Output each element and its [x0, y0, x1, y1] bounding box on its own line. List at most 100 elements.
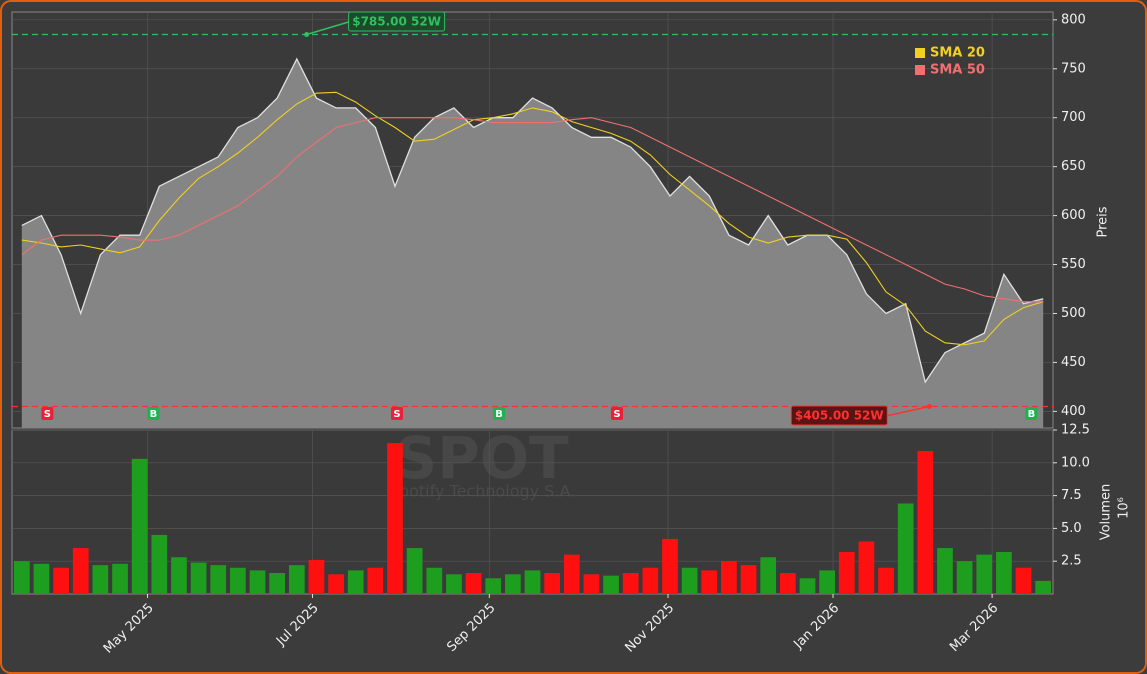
volume-offset-label: 10⁶ — [1117, 497, 1132, 519]
volume-bar — [819, 570, 835, 594]
volume-bar — [662, 538, 678, 594]
signal-label: S — [393, 409, 400, 420]
volume-bar — [505, 574, 521, 594]
volume-bar — [740, 565, 757, 594]
volume-bar — [131, 458, 148, 594]
volume-bar — [917, 450, 934, 594]
volume-bar — [406, 548, 423, 594]
volume-bar — [53, 567, 69, 594]
signal-label: S — [613, 409, 620, 420]
volume-bar — [838, 552, 855, 594]
y-tick-label: 600 — [1061, 208, 1086, 223]
legend-label: SMA 20 — [930, 46, 985, 61]
y-tick-label: 500 — [1061, 306, 1086, 321]
y-tick-label: 700 — [1061, 110, 1086, 125]
sma-line — [21, 91, 1044, 346]
volume-bar — [465, 573, 482, 594]
volume-bar — [387, 443, 403, 594]
volume-bar — [760, 557, 777, 594]
volume-bar — [858, 541, 875, 594]
y-tick-label: 400 — [1061, 404, 1086, 419]
annotation-point — [926, 403, 932, 409]
signal-badge — [41, 407, 54, 420]
volume-bar — [603, 575, 619, 594]
annotation-point — [304, 32, 310, 38]
annotation-label: $785.00 52W — [352, 15, 441, 29]
signal-badge — [493, 407, 506, 420]
volume-bar — [544, 573, 560, 594]
signal-badge — [1025, 407, 1038, 420]
volume-bar — [701, 570, 718, 594]
volume-bar — [583, 574, 600, 594]
signal-label: B — [150, 409, 158, 420]
volume-bar — [230, 567, 246, 594]
volume-bar — [347, 570, 364, 594]
y-axis-label: Preis — [1096, 206, 1111, 237]
y-tick-label: 550 — [1061, 257, 1086, 272]
volume-bar — [190, 562, 207, 594]
legend-label: SMA 50 — [930, 63, 985, 78]
watermark-company: Spotify Technology S.A. — [389, 482, 575, 501]
volume-bar — [976, 554, 993, 594]
watermark-ticker: SPOT — [395, 424, 569, 492]
volume-bar — [956, 561, 973, 594]
volume-bar — [681, 567, 698, 594]
annotation-box — [348, 11, 446, 32]
volume-bar — [269, 573, 286, 594]
volume-bar — [367, 567, 384, 594]
volume-bar — [288, 565, 305, 594]
signal-badge — [147, 407, 160, 420]
annotation-arrow — [886, 405, 930, 417]
volume-bar — [33, 563, 50, 594]
v-tick-label: 12.5 — [1061, 423, 1090, 438]
v-tick-label: 10.0 — [1061, 455, 1090, 470]
volume-bar — [1035, 580, 1052, 594]
volume-bar — [446, 574, 462, 594]
volume-bar — [1015, 567, 1032, 594]
volume-axis-label: Volumen — [1099, 484, 1114, 541]
volume-bar — [996, 552, 1012, 594]
volume-bar — [308, 559, 325, 594]
volume-bar — [210, 565, 227, 594]
volume-bar — [92, 565, 109, 594]
signal-badge — [390, 407, 403, 420]
volume-bar — [779, 573, 796, 594]
v-tick-label: 7.5 — [1061, 488, 1082, 503]
volume-bar — [799, 578, 816, 594]
legend-swatch — [915, 48, 925, 58]
price-line — [21, 57, 1044, 384]
volume-bar — [721, 561, 737, 594]
sma-line — [21, 117, 1044, 303]
volume-bar — [112, 563, 128, 594]
volume-bar — [485, 578, 502, 594]
volume-bar — [878, 567, 894, 594]
volume-bar — [171, 557, 187, 594]
signal-label: S — [44, 409, 51, 420]
y-tick-label: 650 — [1061, 159, 1086, 174]
legend-swatch — [915, 65, 925, 75]
volume-bar — [328, 574, 344, 594]
volume-bar — [249, 570, 266, 594]
y-tick-label: 800 — [1061, 12, 1086, 27]
volume-bar — [72, 548, 89, 594]
volume-bar — [151, 534, 168, 594]
volume-bar — [524, 570, 541, 594]
volume-bar — [642, 567, 659, 594]
volume-bar — [563, 554, 580, 594]
signal-badge — [610, 407, 623, 420]
volume-bar — [622, 573, 639, 594]
volume-bar — [897, 503, 914, 594]
volume-bar — [937, 548, 953, 594]
v-tick-label: 2.5 — [1061, 554, 1082, 569]
v-tick-label: 5.0 — [1061, 521, 1082, 536]
y-tick-label: 750 — [1061, 61, 1086, 76]
price-area — [21, 59, 1044, 428]
signal-label: B — [1028, 409, 1036, 420]
annotation-label: $405.00 52W — [795, 409, 884, 423]
volume-bar — [13, 561, 30, 594]
signal-label: B — [495, 409, 503, 420]
annotation-box — [790, 405, 888, 426]
y-tick-label: 450 — [1061, 355, 1086, 370]
